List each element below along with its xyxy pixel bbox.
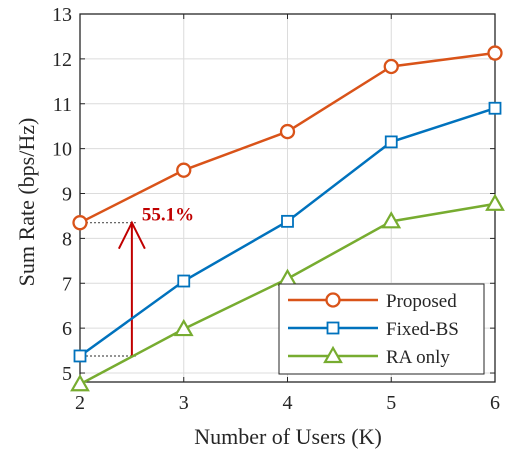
- data-point-fixed-bs: [488, 101, 502, 115]
- data-point-ra-only: [381, 211, 402, 229]
- legend: Proposed Fixed-BS RA only: [278, 283, 485, 375]
- data-point-proposed: [279, 123, 296, 140]
- annotation-label: 55.1%: [142, 205, 194, 226]
- data-point-fixed-bs: [281, 214, 294, 228]
- x-tick-label: 6: [490, 392, 500, 414]
- legend-label-ra-only: RA only: [386, 347, 450, 368]
- series: [70, 45, 505, 392]
- x-axis-label: Number of Users (K): [194, 424, 382, 449]
- y-tick-label: 8: [62, 228, 72, 250]
- tick-labels: 2 3 4 5 6 5 6 7 8 9 10 11 12 13: [52, 4, 500, 414]
- annotation: 55.1%: [86, 205, 194, 357]
- y-tick-label: 6: [62, 318, 72, 340]
- x-tick-label: 3: [179, 392, 189, 414]
- y-tick-label: 11: [53, 94, 72, 116]
- legend-label-proposed: Proposed: [386, 291, 457, 312]
- data-point-proposed: [72, 215, 88, 231]
- legend-marker-fixed-bs: [326, 321, 340, 335]
- legend-marker-proposed: [325, 292, 341, 308]
- y-tick-label: 7: [62, 273, 72, 295]
- data-point-proposed: [487, 45, 503, 61]
- data-point-ra-only: [485, 193, 505, 211]
- x-tick-label: 5: [386, 392, 396, 414]
- y-axis-label: Sum Rate (bps/Hz): [14, 118, 39, 287]
- data-point-fixed-bs: [73, 349, 87, 363]
- x-tick-label: 4: [283, 392, 293, 414]
- data-point-fixed-bs: [177, 274, 191, 288]
- data-point-ra-only: [70, 374, 90, 392]
- y-tick-label: 9: [62, 184, 72, 206]
- y-tick-label: 5: [62, 363, 72, 385]
- annotation-arrowhead: [117, 220, 146, 250]
- legend-marker-ra-only: [323, 345, 343, 364]
- y-tick-label: 10: [52, 139, 72, 161]
- data-point-ra-only: [173, 318, 194, 337]
- data-point-ra-only: [277, 268, 298, 286]
- data-point-proposed: [383, 58, 399, 75]
- y-tick-label: 13: [52, 4, 72, 26]
- legend-label-fixed-bs: Fixed-BS: [386, 319, 459, 340]
- y-tick-label: 12: [52, 49, 72, 71]
- data-point-fixed-bs: [384, 135, 398, 149]
- data-point-proposed: [176, 162, 192, 178]
- x-tick-label: 2: [75, 392, 85, 414]
